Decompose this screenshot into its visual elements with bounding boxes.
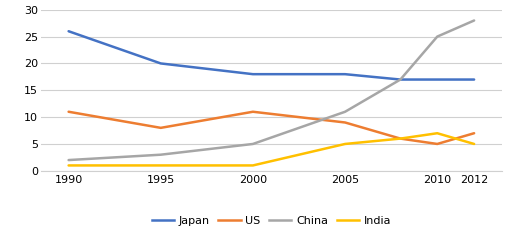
Japan xyxy=(66,30,72,33)
Japan xyxy=(158,62,164,65)
US xyxy=(434,142,440,145)
Japan xyxy=(397,78,403,81)
India xyxy=(434,132,440,135)
Line: Japan: Japan xyxy=(69,31,474,80)
US xyxy=(397,137,403,140)
India xyxy=(397,137,403,140)
India xyxy=(158,164,164,167)
India xyxy=(250,164,256,167)
Line: US: US xyxy=(69,112,474,144)
China xyxy=(158,153,164,156)
China xyxy=(397,78,403,81)
Line: India: India xyxy=(69,133,474,165)
China xyxy=(471,19,477,22)
India xyxy=(66,164,72,167)
India xyxy=(342,142,348,145)
US xyxy=(158,126,164,129)
Line: China: China xyxy=(69,20,474,160)
China xyxy=(434,35,440,38)
US xyxy=(471,132,477,135)
India xyxy=(471,142,477,145)
US xyxy=(250,110,256,113)
Legend: Japan, US, China, India: Japan, US, China, India xyxy=(147,212,395,231)
China xyxy=(66,159,72,162)
China xyxy=(342,110,348,113)
Japan xyxy=(471,78,477,81)
US xyxy=(342,121,348,124)
Japan xyxy=(250,73,256,76)
China xyxy=(250,142,256,145)
US xyxy=(66,110,72,113)
Japan xyxy=(434,78,440,81)
Japan xyxy=(342,73,348,76)
